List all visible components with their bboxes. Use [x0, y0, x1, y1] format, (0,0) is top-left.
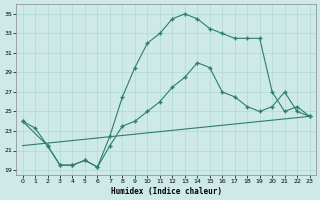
- X-axis label: Humidex (Indice chaleur): Humidex (Indice chaleur): [111, 187, 221, 196]
